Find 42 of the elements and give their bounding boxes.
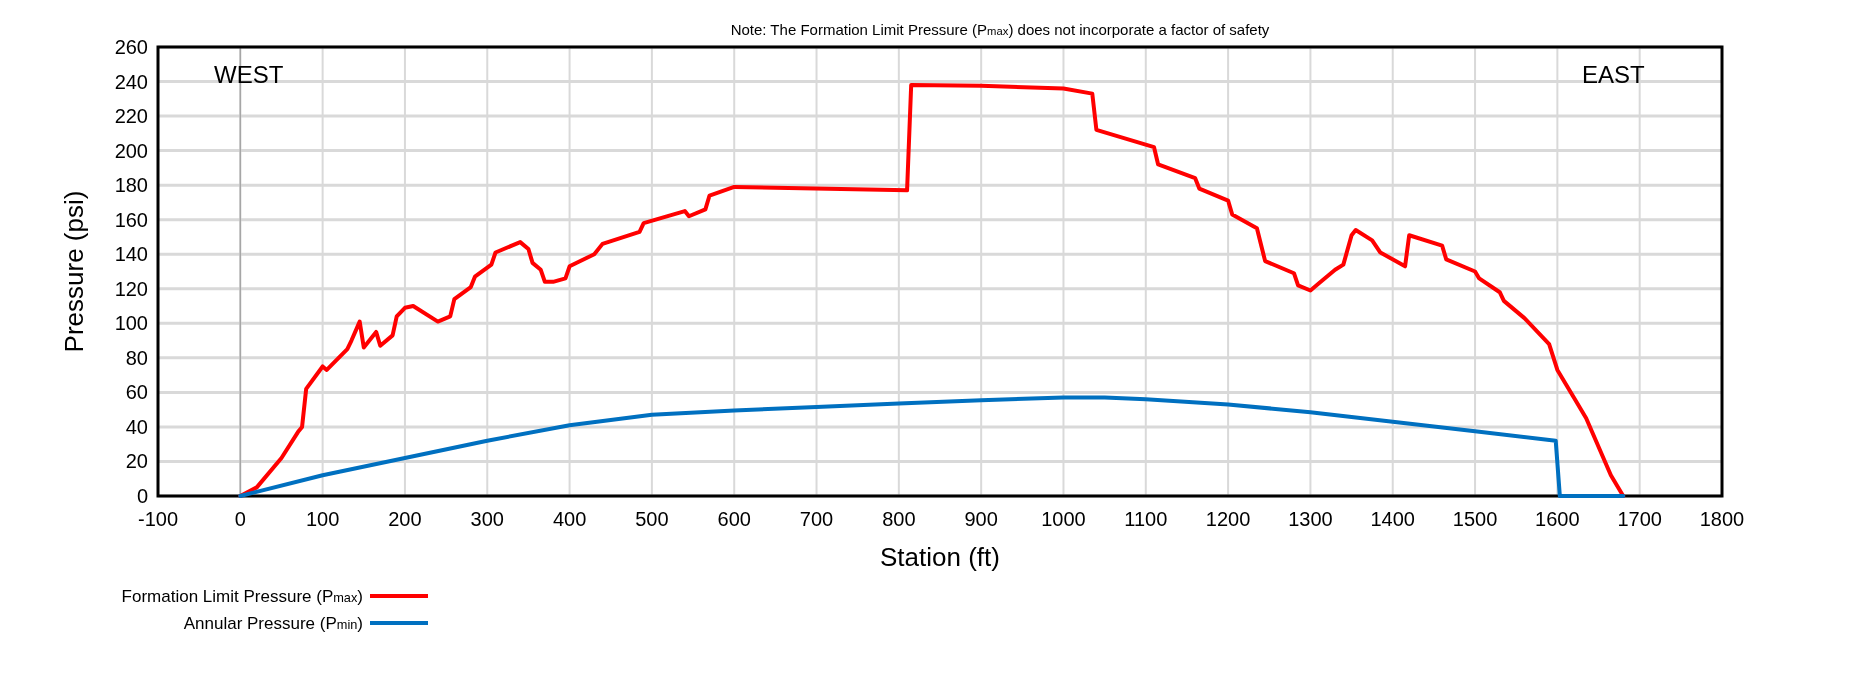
x-tick-label: 100 [305,508,340,530]
legend-label: Formation Limit Pressure (Pmax) [121,586,363,606]
x-tick-label: 1800 [1699,508,1745,530]
y-tick-label: 180 [114,174,148,197]
annotation: WEST [214,61,284,88]
y-tick-label: 120 [114,277,148,300]
x-tick-label: 1600 [1535,508,1580,530]
x-tick-label: 800 [882,508,916,530]
x-tick-label: 900 [964,508,998,530]
x-tick-label: 600 [717,508,751,530]
x-tick-label: 1300 [1288,508,1333,530]
y-tick-label: 60 [125,381,148,404]
y-tick-label: 80 [125,346,148,369]
y-axis-title: Pressure (psi) [59,190,89,353]
y-tick-label: 220 [114,105,148,128]
x-tick-label: 1700 [1617,508,1662,530]
y-tick-label: 0 [136,485,148,507]
x-tick-label: 1500 [1452,508,1498,530]
y-tick-label: 40 [125,415,148,438]
y-tick-label: 160 [114,208,148,231]
x-tick-label: 200 [388,508,422,530]
y-tick-label: 260 [114,36,148,58]
x-tick-label: 1200 [1205,508,1251,530]
y-tick-label: 20 [125,450,148,473]
x-axis-title: Station (ft) [880,542,1000,572]
x-tick-label: 700 [799,508,834,530]
chart-title: Note: The Formation Limit Pressure (Pmax) does not incorporate a factor of safety [730,21,1270,38]
x-tick-label: 400 [552,508,587,530]
legend-label: Annular Pressure (Pmin) [183,613,363,633]
x-tick-label: 1400 [1370,508,1415,530]
x-tick-label: -100 [137,508,179,530]
x-tick-label: 1100 [1124,508,1168,530]
y-tick-label: 240 [114,70,148,93]
line-series [238,395,1626,498]
x-tick-label: 1000 [1041,508,1086,530]
y-tick-label: 140 [114,243,148,266]
y-tick-label: 200 [114,139,148,162]
x-tick-label: 0 [234,508,246,530]
annotation: EAST [1582,61,1646,88]
x-tick-label: 500 [635,508,669,530]
y-tick-label: 100 [114,312,148,335]
x-tick-label: 300 [470,508,504,530]
